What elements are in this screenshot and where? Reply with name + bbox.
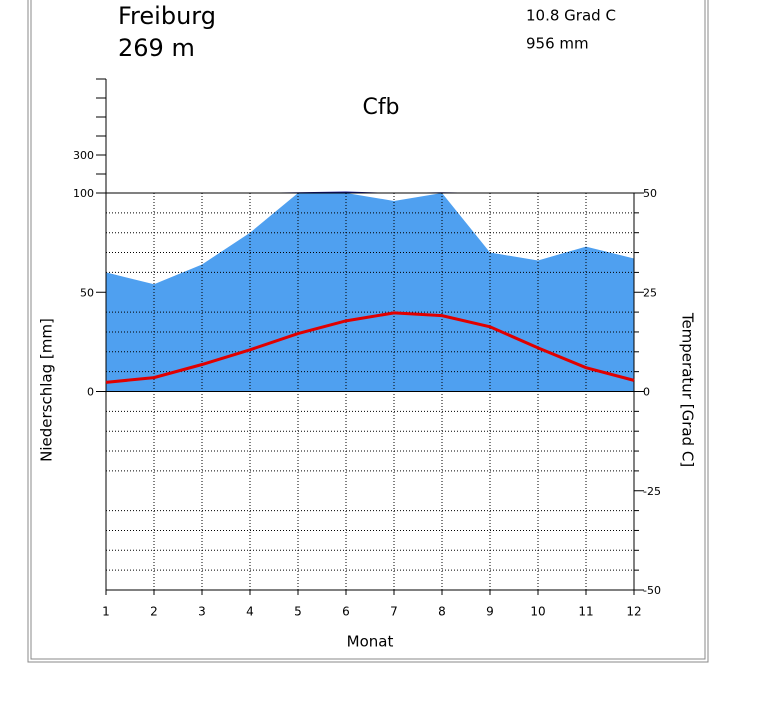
y-upper-tick-label: 300 <box>73 149 94 162</box>
y-tick-label: 50 <box>80 286 94 299</box>
x-tick-label: 1 <box>102 605 110 619</box>
y-tick-label: 100 <box>73 187 94 200</box>
x-tick-label: 11 <box>578 605 593 619</box>
temperature-line <box>105 311 635 384</box>
x-axis-title: Monat <box>347 633 394 651</box>
chart-title: Freiburg <box>118 2 216 30</box>
y2-tick-label: 25 <box>643 286 657 299</box>
y2-tick-label: 50 <box>643 187 657 200</box>
x-tick-label: 6 <box>342 605 350 619</box>
y-tick-label: 0 <box>87 386 94 399</box>
y2-tick-label: 0 <box>643 386 650 399</box>
y2-tick-label: -50 <box>643 584 661 597</box>
frame <box>27 0 709 663</box>
x-tick-label: 4 <box>246 605 254 619</box>
precipitation-area <box>106 193 634 392</box>
frame-inner <box>30 0 706 660</box>
x-tick-label: 12 <box>626 605 641 619</box>
x-tick-label: 3 <box>198 605 206 619</box>
x-tick-label: 9 <box>486 605 494 619</box>
y-axis-title: Niederschlag [mm] <box>38 318 56 462</box>
x-tick-label: 8 <box>438 605 446 619</box>
chart-subtitle: 269 m <box>118 34 195 62</box>
x-tick-label: 5 <box>294 605 302 619</box>
x-tick-label: 10 <box>530 605 545 619</box>
y2-axis-title: Temperatur [Grad C] <box>679 312 697 467</box>
x-tick-label: 7 <box>390 605 398 619</box>
y2-tick-label: -25 <box>643 485 661 498</box>
mean-temperature: 10.8 Grad C <box>526 7 616 25</box>
annual-precipitation: 956 mm <box>526 35 589 53</box>
x-tick-label: 2 <box>150 605 158 619</box>
climate-class: Cfb <box>362 95 399 120</box>
